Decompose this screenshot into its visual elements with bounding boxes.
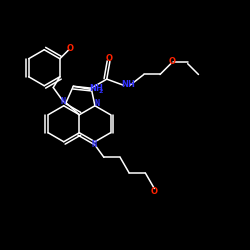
Text: O: O: [67, 44, 74, 52]
Text: O: O: [169, 58, 176, 66]
Text: O: O: [106, 54, 113, 64]
Text: NH: NH: [89, 84, 103, 94]
Text: NH: NH: [121, 80, 135, 89]
Text: N: N: [94, 99, 99, 108]
Text: O: O: [151, 187, 158, 196]
Text: N: N: [60, 98, 66, 106]
Text: N: N: [92, 140, 96, 149]
Text: 2: 2: [98, 89, 103, 94]
